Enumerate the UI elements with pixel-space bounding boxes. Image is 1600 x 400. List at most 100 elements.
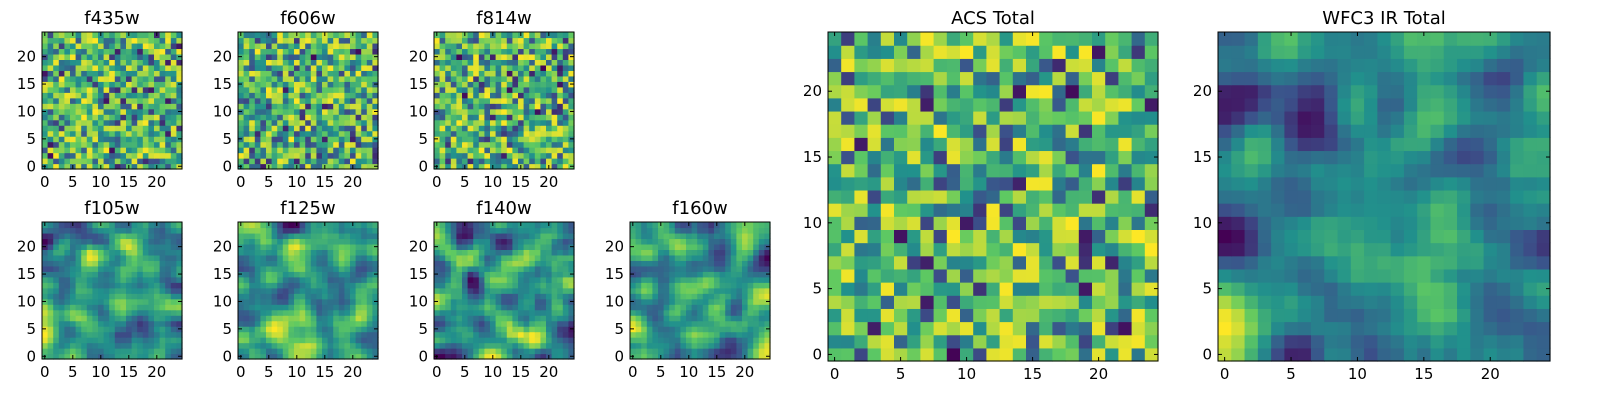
heatmap-cell bbox=[299, 48, 306, 55]
heatmap-cell bbox=[708, 353, 715, 360]
heatmap-cell bbox=[973, 334, 987, 349]
heatmap-cell bbox=[282, 114, 289, 121]
heatmap-cell bbox=[512, 103, 519, 110]
heatmap-cell bbox=[310, 103, 317, 110]
heatmap-cell bbox=[439, 276, 446, 283]
heatmap-cell bbox=[42, 130, 49, 137]
heatmap-cell bbox=[986, 268, 1001, 283]
heatmap-cell bbox=[764, 342, 771, 349]
heatmap-cell bbox=[47, 304, 54, 311]
heatmap-cell bbox=[523, 158, 530, 165]
heatmap-cell bbox=[652, 222, 659, 229]
heatmap-cell bbox=[254, 108, 261, 115]
heatmap-cell bbox=[103, 315, 110, 322]
heatmap-cell bbox=[702, 331, 709, 338]
heatmap-cell bbox=[467, 125, 474, 132]
heatmap-cell bbox=[652, 320, 659, 327]
heatmap-cell bbox=[658, 309, 665, 316]
heatmap-cell bbox=[708, 265, 715, 272]
heatmap-cell bbox=[562, 337, 569, 344]
heatmap-cell bbox=[557, 243, 564, 250]
heatmap-cell bbox=[355, 238, 362, 245]
heatmap-cell bbox=[142, 337, 149, 344]
heatmap-cell bbox=[361, 282, 368, 289]
y-tick-label: 0 bbox=[222, 157, 232, 175]
heatmap-cell bbox=[109, 97, 116, 104]
heatmap-cell bbox=[86, 103, 93, 110]
heatmap-cell bbox=[305, 53, 312, 60]
heatmap-cell bbox=[467, 254, 474, 261]
heatmap-cell bbox=[501, 147, 508, 154]
heatmap-cell bbox=[680, 287, 687, 294]
heatmap-cell bbox=[478, 59, 485, 66]
heatmap-cell bbox=[344, 64, 351, 71]
heatmap-cell bbox=[501, 287, 508, 294]
heatmap-cell bbox=[450, 265, 457, 272]
heatmap-cell bbox=[691, 309, 698, 316]
heatmap-cell bbox=[271, 254, 278, 261]
heatmap-cell bbox=[439, 158, 446, 165]
heatmap-cell bbox=[557, 238, 564, 245]
heatmap-cell bbox=[372, 86, 379, 93]
heatmap-cell bbox=[53, 337, 60, 344]
heatmap-cell bbox=[434, 130, 441, 137]
heatmap-cell bbox=[568, 254, 575, 261]
heatmap-cell bbox=[467, 59, 474, 66]
heatmap-cell bbox=[907, 255, 921, 270]
heatmap-cell bbox=[725, 249, 732, 256]
heatmap-cell bbox=[518, 108, 525, 115]
heatmap-cell bbox=[736, 249, 743, 256]
heatmap-cell bbox=[1118, 321, 1133, 336]
heatmap-cell bbox=[730, 309, 737, 316]
heatmap-cell bbox=[361, 276, 368, 283]
heatmap-cell bbox=[327, 119, 334, 126]
heatmap-cell bbox=[674, 293, 681, 300]
heatmap-cell bbox=[266, 227, 273, 234]
heatmap-cell bbox=[551, 232, 558, 240]
heatmap-cell bbox=[131, 320, 138, 327]
x-tick-label: 15 bbox=[315, 363, 334, 381]
heatmap-cell bbox=[1039, 242, 1053, 257]
heatmap-cell bbox=[137, 232, 144, 240]
heatmap-cell bbox=[170, 92, 177, 99]
heatmap-cell bbox=[271, 158, 278, 165]
heatmap-cell bbox=[271, 130, 278, 137]
heatmap-cell bbox=[557, 152, 564, 159]
heatmap-cell bbox=[338, 103, 345, 110]
heatmap-cell bbox=[646, 232, 653, 240]
heatmap-cell bbox=[478, 320, 485, 327]
heatmap-cell bbox=[58, 260, 65, 267]
heatmap-cell bbox=[92, 70, 99, 77]
heatmap-cell bbox=[456, 353, 463, 360]
heatmap-cell bbox=[53, 238, 60, 245]
heatmap-cell bbox=[973, 308, 987, 323]
heatmap-cell bbox=[288, 136, 295, 143]
heatmap-cell bbox=[1118, 334, 1133, 349]
heatmap-cell bbox=[1012, 295, 1027, 309]
heatmap-cell bbox=[725, 276, 732, 283]
heatmap-cell bbox=[81, 353, 88, 360]
heatmap-cell bbox=[142, 114, 149, 121]
heatmap-cell bbox=[120, 232, 127, 240]
heatmap-cell bbox=[109, 103, 116, 110]
heatmap-cell bbox=[249, 326, 256, 333]
heatmap-cell bbox=[70, 348, 77, 355]
heatmap-cell bbox=[350, 103, 357, 110]
heatmap-cell bbox=[450, 282, 457, 289]
heatmap-cell bbox=[361, 243, 368, 250]
heatmap-cell bbox=[669, 254, 676, 261]
heatmap-cell bbox=[753, 265, 760, 272]
heatmap-cell bbox=[53, 152, 60, 159]
heatmap-cell bbox=[854, 189, 869, 204]
heatmap-cell bbox=[114, 86, 121, 93]
heatmap-cell bbox=[669, 326, 676, 333]
heatmap-cell bbox=[86, 70, 93, 77]
y-tick-label: 20 bbox=[213, 238, 232, 256]
heatmap-cell bbox=[551, 42, 558, 50]
heatmap-cell bbox=[98, 337, 105, 344]
heatmap-cell bbox=[176, 282, 183, 289]
heatmap-cell bbox=[361, 353, 368, 360]
heatmap-cell bbox=[490, 320, 497, 327]
heatmap-cell bbox=[294, 103, 301, 110]
heatmap-cell bbox=[58, 342, 65, 349]
